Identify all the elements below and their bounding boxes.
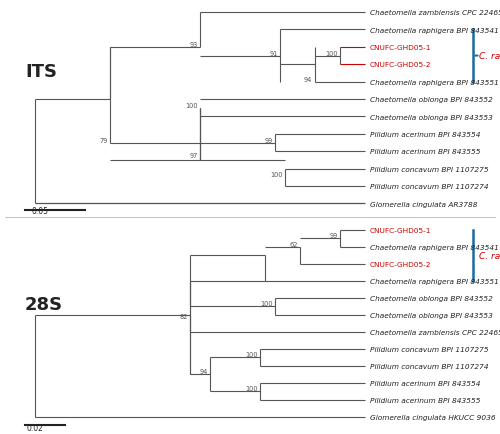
Text: Chaetomella oblonga BPI 843553: Chaetomella oblonga BPI 843553 (370, 114, 493, 120)
Text: 28S: 28S (25, 295, 63, 313)
Text: Chaetomella oblonga BPI 843552: Chaetomella oblonga BPI 843552 (370, 295, 493, 301)
Text: Pilidium concavum BPI 1107275: Pilidium concavum BPI 1107275 (370, 346, 488, 352)
Text: ITS: ITS (25, 62, 57, 81)
Text: 97: 97 (189, 152, 198, 158)
Text: CNUFC-GHD05-2: CNUFC-GHD05-2 (370, 62, 432, 68)
Text: Chaetomella oblonga BPI 843552: Chaetomella oblonga BPI 843552 (370, 97, 493, 103)
Text: CNUFC-GHD05-2: CNUFC-GHD05-2 (370, 261, 432, 267)
Text: Chaetomella raphigera BPI 843541: Chaetomella raphigera BPI 843541 (370, 244, 499, 250)
Text: 0.02: 0.02 (26, 423, 44, 432)
Text: C. raphigera: C. raphigera (479, 52, 500, 61)
Text: 99: 99 (264, 137, 272, 143)
Text: Glomerella cingulata AR3788: Glomerella cingulata AR3788 (370, 201, 478, 207)
Text: CNUFC-GHD05-1: CNUFC-GHD05-1 (370, 227, 432, 233)
Text: Pilidium acerinum BPI 843555: Pilidium acerinum BPI 843555 (370, 149, 480, 155)
Text: 91: 91 (269, 50, 278, 56)
Text: 100: 100 (260, 300, 272, 306)
Text: Pilidium acerinum BPI 843555: Pilidium acerinum BPI 843555 (370, 397, 480, 403)
Text: Pilidium acerinum BPI 843554: Pilidium acerinum BPI 843554 (370, 380, 480, 386)
Text: Pilidium acerinum BPI 843554: Pilidium acerinum BPI 843554 (370, 132, 480, 138)
Text: 82: 82 (179, 313, 188, 319)
Text: Chaetomella zambiensis CPC 22465: Chaetomella zambiensis CPC 22465 (370, 329, 500, 335)
Text: 100: 100 (270, 172, 282, 178)
Text: Pilidium concavum BPI 1107274: Pilidium concavum BPI 1107274 (370, 184, 488, 190)
Text: 93: 93 (189, 42, 198, 48)
Text: Chaetomella oblonga BPI 843553: Chaetomella oblonga BPI 843553 (370, 312, 493, 318)
Text: Chaetomella zambiensis CPC 22465: Chaetomella zambiensis CPC 22465 (370, 10, 500, 16)
Text: 79: 79 (99, 137, 108, 143)
Text: 94: 94 (199, 368, 207, 374)
Text: Chaetomella raphigera BPI 843541: Chaetomella raphigera BPI 843541 (370, 27, 499, 33)
Text: Glomerella cingulata HKUCC 9036: Glomerella cingulata HKUCC 9036 (370, 414, 496, 420)
Text: 99: 99 (329, 233, 338, 239)
Text: 100: 100 (245, 385, 258, 391)
Text: Chaetomella raphigera BPI 843551: Chaetomella raphigera BPI 843551 (370, 79, 499, 85)
Text: 100: 100 (325, 50, 338, 56)
Text: Pilidium concavum BPI 1107275: Pilidium concavum BPI 1107275 (370, 166, 488, 172)
Text: 0.05: 0.05 (32, 207, 48, 216)
Text: 94: 94 (304, 76, 312, 82)
Text: 62: 62 (289, 241, 298, 247)
Text: Chaetomella raphigera BPI 843551: Chaetomella raphigera BPI 843551 (370, 278, 499, 284)
Text: CNUFC-GHD05-1: CNUFC-GHD05-1 (370, 45, 432, 51)
Text: 100: 100 (245, 351, 258, 357)
Text: 100: 100 (185, 102, 198, 108)
Text: C. raphigera: C. raphigera (479, 251, 500, 260)
Text: Pilidium concavum BPI 1107274: Pilidium concavum BPI 1107274 (370, 363, 488, 369)
